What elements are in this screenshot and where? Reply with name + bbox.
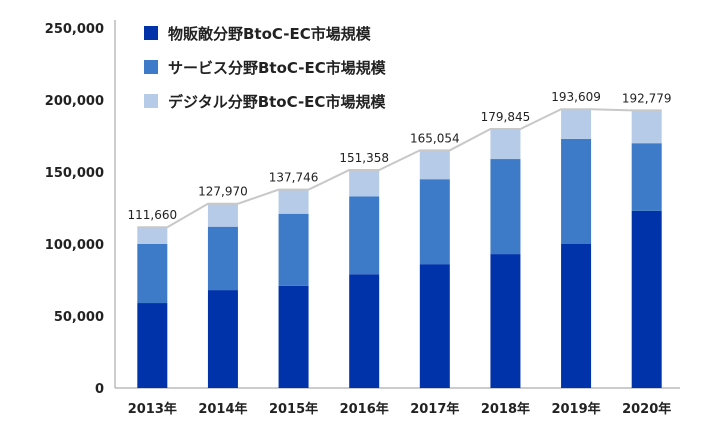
bar-segment-2 [137,244,168,304]
bar-segment-1 [207,290,238,388]
bar-segment-3 [278,189,309,214]
total-value-label: 165,054 [410,131,460,145]
bar-segment-3 [631,110,662,144]
x-category-label: 2018年 [481,401,530,417]
bar-segment-1 [561,244,592,388]
x-category-label: 2017年 [410,401,459,417]
legend-label: デジタル分野BtoC-EC市場規模 [168,93,386,111]
legend-label: サービス分野BtoC-EC市場規模 [168,59,387,77]
bar-segment-1 [278,285,309,388]
total-value-label: 127,970 [198,185,248,199]
x-category-label: 2016年 [340,401,389,417]
x-category-label: 2013年 [128,401,177,417]
x-category-label: 2014年 [198,401,247,417]
bar-segment-1 [490,254,521,388]
bar-segment-2 [349,196,380,275]
total-value-label: 111,660 [128,208,178,222]
bar-segment-2 [207,226,238,291]
legend-swatch [144,94,158,108]
legend-swatch [144,60,158,74]
total-value-label: 192,779 [622,91,672,105]
total-value-label: 179,845 [481,110,531,124]
bar-segment-3 [490,129,521,160]
total-value-label: 151,358 [339,151,389,165]
bar-segment-3 [419,150,450,180]
y-tick-label: 150,000 [45,166,104,181]
bar-segment-2 [631,143,662,211]
bar-segment-3 [137,227,168,244]
bar-segment-2 [561,138,592,244]
bar-segment-2 [278,213,309,286]
y-tick-label: 250,000 [45,22,104,37]
bar-segment-3 [561,109,592,139]
bar-segment-2 [490,159,521,255]
y-tick-label: 100,000 [45,238,104,253]
bar-segment-2 [419,179,450,265]
bar-segment-1 [631,210,662,388]
bar-segment-1 [419,264,450,388]
legend-label: 物販敵分野BtoC-EC市場規模 [168,25,372,43]
total-value-label: 137,746 [269,171,319,185]
total-value-label: 193,609 [551,90,601,104]
bar-segment-3 [349,170,380,197]
y-tick-label: 0 [95,382,104,397]
bar-segment-1 [349,274,380,388]
legend-swatch [144,26,158,40]
y-tick-label: 50,000 [54,310,104,325]
x-category-label: 2020年 [622,401,671,417]
y-tick-label: 200,000 [45,94,104,109]
total-trend-line [137,108,662,229]
x-category-label: 2015年 [269,401,318,417]
bar-segment-3 [207,203,238,227]
bar-segment-1 [137,303,168,388]
x-category-label: 2019年 [551,401,600,417]
